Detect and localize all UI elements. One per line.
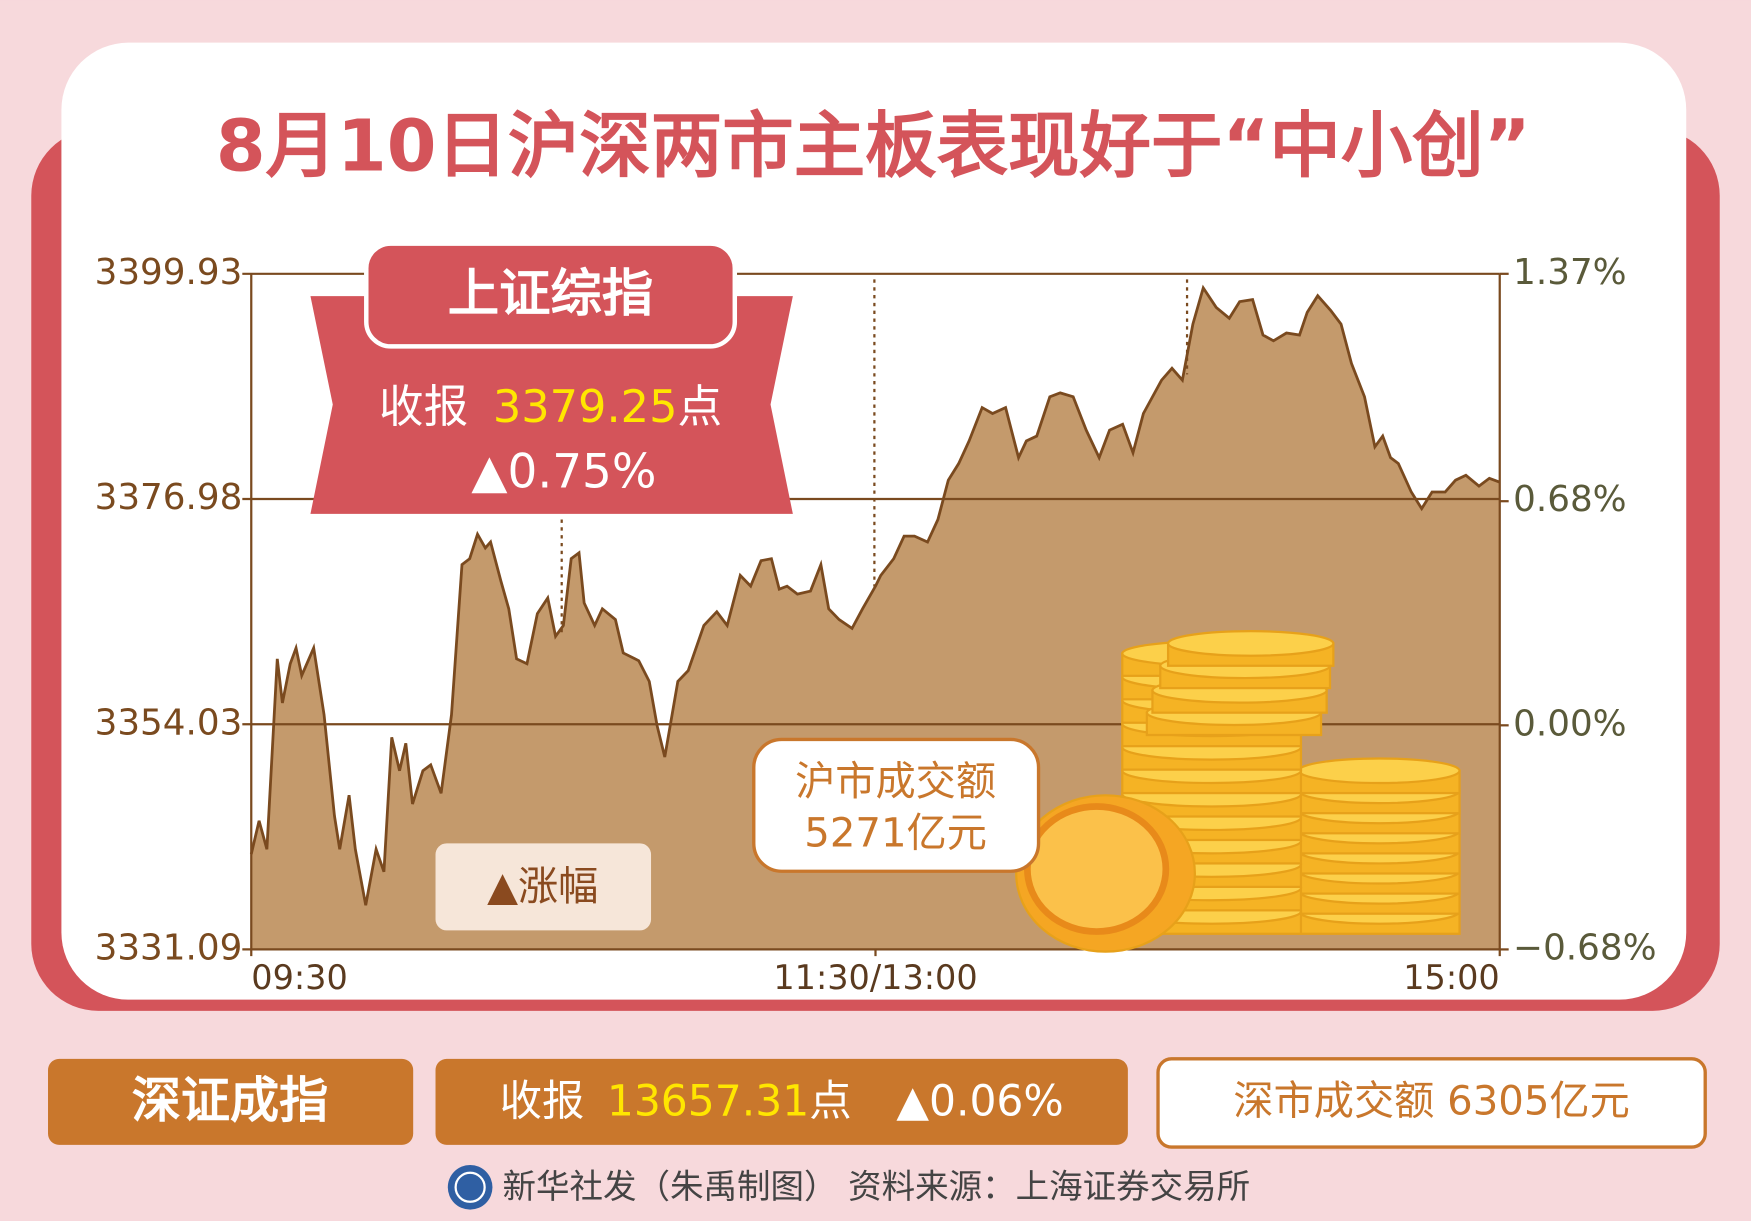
y-tick-label: 3331.09 xyxy=(95,927,243,968)
sz-volume: 深市成交额 6305亿元 xyxy=(1233,1079,1629,1125)
badge-text: 上证综指 xyxy=(448,264,653,324)
x-tick-label: 15:00 xyxy=(1403,958,1500,997)
footer: 新华社发（朱禹制图） 资料来源：上海证券交易所 xyxy=(503,1167,1251,1206)
close-label: 收报 xyxy=(379,381,468,433)
change: ▲0.75% xyxy=(471,444,656,499)
x-tick-label: 09:30 xyxy=(251,958,348,997)
y2-tick-label: 1.37% xyxy=(1513,252,1626,293)
sz-change: ▲0.06% xyxy=(896,1077,1063,1126)
close-unit: 点 xyxy=(677,381,722,433)
y-tick-label: 3376.98 xyxy=(95,477,243,518)
legend-box xyxy=(435,843,652,931)
ribbon xyxy=(310,296,793,514)
y2-tick-label: −0.68% xyxy=(1513,927,1656,968)
sz-close-unit: 点 xyxy=(809,1077,851,1126)
logo xyxy=(447,1164,493,1210)
sz-name-box xyxy=(48,1058,414,1145)
area-line xyxy=(249,284,1501,906)
coin-top xyxy=(1166,630,1335,657)
coin-top xyxy=(1297,757,1461,785)
logo-ring xyxy=(454,1171,486,1203)
sz-close-value: 13657.31 xyxy=(607,1077,809,1126)
y2-tick-label: 0.00% xyxy=(1513,703,1626,744)
volume-label: 沪市成交额 xyxy=(795,759,996,805)
y-tick-label: 3354.03 xyxy=(95,702,243,743)
legend-text: ▲涨幅 xyxy=(487,864,598,910)
sz-volume-box xyxy=(1156,1057,1707,1149)
volume-value: 5271亿元 xyxy=(804,811,987,857)
sz-close-line: 收报 13657.31点 ▲0.06% xyxy=(500,1077,1064,1126)
y2-tick-label: 0.68% xyxy=(1513,479,1626,520)
close-line: 收报 3379.25点 xyxy=(379,381,722,433)
sz-close-label: 收报 xyxy=(500,1077,585,1126)
badge xyxy=(364,241,738,349)
coins xyxy=(1015,630,1461,953)
coin-face xyxy=(1024,803,1170,935)
sz-name: 深证成指 xyxy=(132,1071,328,1129)
volume-box xyxy=(752,737,1041,873)
sz-close-box xyxy=(435,1058,1128,1145)
title: 8月10日沪深两市主板表现好于“中小创” xyxy=(216,105,1531,188)
y-tick-label: 3399.93 xyxy=(95,252,243,293)
x-tick-label: 11:30/13:00 xyxy=(773,958,977,997)
close-value: 3379.25 xyxy=(493,381,678,433)
